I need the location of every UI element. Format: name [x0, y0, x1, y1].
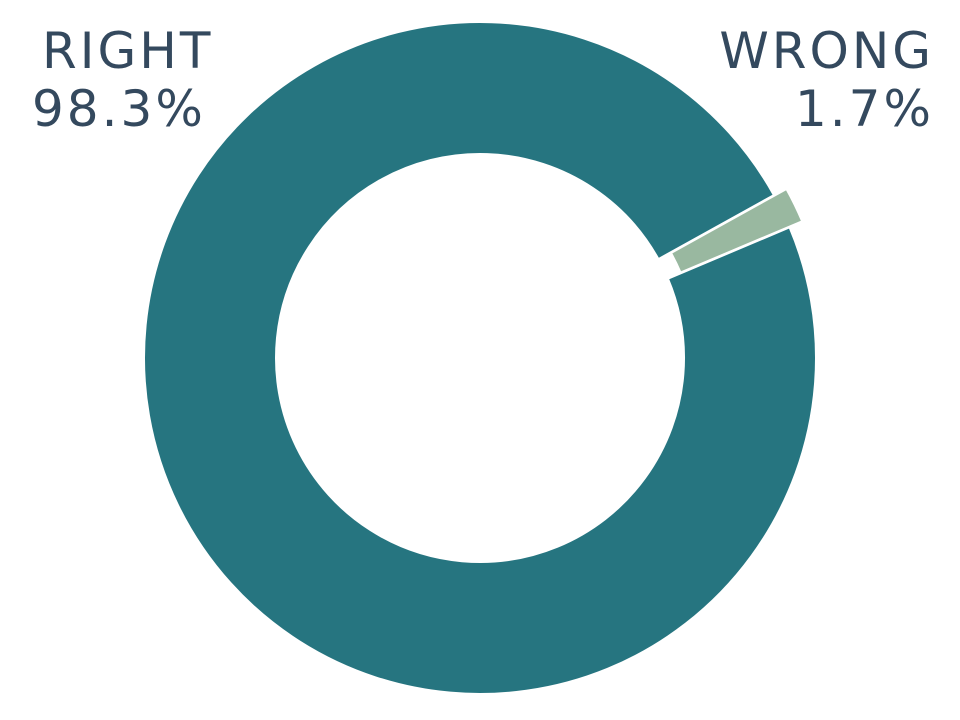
slice-label-wrong-name: WRONG — [719, 22, 934, 80]
slice-label-right: RIGHT 98.3% — [32, 22, 213, 138]
slice-label-wrong-value: 1.7% — [794, 80, 934, 138]
slice-label-wrong: WRONG 1.7% — [719, 22, 934, 138]
donut-slices — [143, 21, 817, 695]
slice-label-right-name: RIGHT — [42, 22, 214, 80]
slice-label-right-value: 98.3% — [32, 80, 206, 138]
donut-slice-right — [143, 21, 817, 695]
